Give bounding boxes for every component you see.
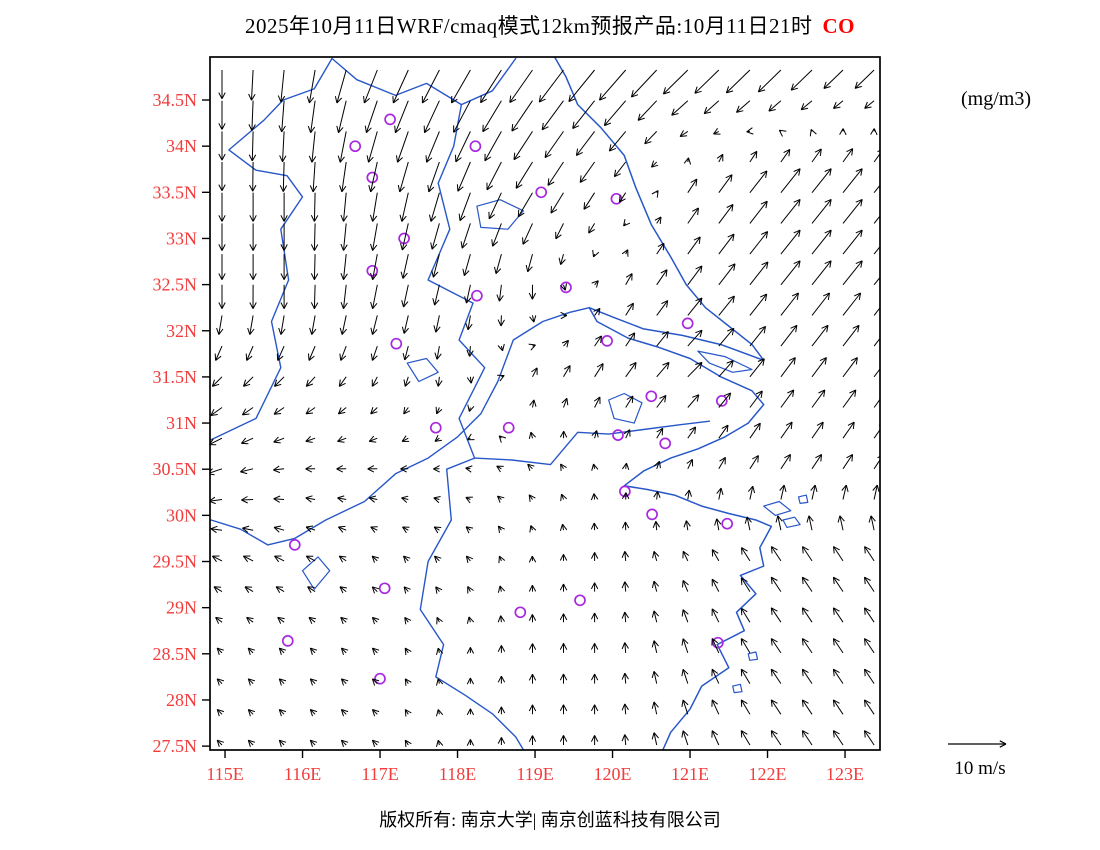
lat-tick-label: 30.5N (153, 459, 198, 479)
species-label: CO (822, 14, 855, 38)
lon-tick-label: 115E (206, 764, 243, 784)
legend-label: 10 m/s (954, 758, 1006, 779)
lat-tick-label: 30N (166, 505, 197, 525)
legend-arrow-icon (948, 740, 1007, 748)
lat-tick-label: 28N (166, 690, 197, 710)
lon-tick-label: 120E (594, 764, 632, 784)
lat-tick-label: 27.5N (153, 736, 198, 756)
lat-tick-label: 32.5N (153, 275, 198, 295)
lon-tick-label: 119E (516, 764, 553, 784)
station-markers-layer (281, 113, 734, 685)
plot-frame (209, 56, 881, 751)
chart-title: 2025年10月11日WRF/cmaq模式12km预报产品:10月11日21时 C… (0, 10, 1100, 40)
lat-tick-label: 31N (166, 413, 197, 433)
unit-label: (mg/m3) (961, 88, 1031, 110)
axis-labels: 34.5N 34N 33.5N 33N 32.5N 32N 31.5N 31N 30.5N 30N… (153, 90, 865, 784)
lat-tick-label: 32N (166, 321, 197, 341)
wind-vector-layer (210, 69, 880, 748)
lon-tick-label: 123E (826, 764, 864, 784)
lat-tick-label: 34N (166, 136, 197, 156)
lon-tick-label: 116E (284, 764, 321, 784)
lat-tick-label: 33N (166, 228, 197, 248)
copyright-footer: 版权所有: 南京大学| 南京创蓝科技有限公司 (379, 810, 721, 830)
lat-tick-label: 31.5N (153, 367, 198, 387)
map-boundaries-layer (210, 57, 809, 750)
lon-tick-label: 121E (671, 764, 709, 784)
chart-title-text: 2025年10月11日WRF/cmaq模式12km预报产品:10月11日21时 (245, 14, 813, 38)
lon-tick-label: 117E (361, 764, 398, 784)
lat-tick-label: 29N (166, 598, 197, 618)
lat-tick-label: 29.5N (153, 552, 198, 572)
lat-tick-label: 34.5N (153, 90, 198, 110)
lon-tick-label: 118E (439, 764, 476, 784)
lat-tick-label: 28.5N (153, 644, 198, 664)
lat-tick-label: 33.5N (153, 182, 198, 202)
lon-tick-label: 122E (749, 764, 787, 784)
